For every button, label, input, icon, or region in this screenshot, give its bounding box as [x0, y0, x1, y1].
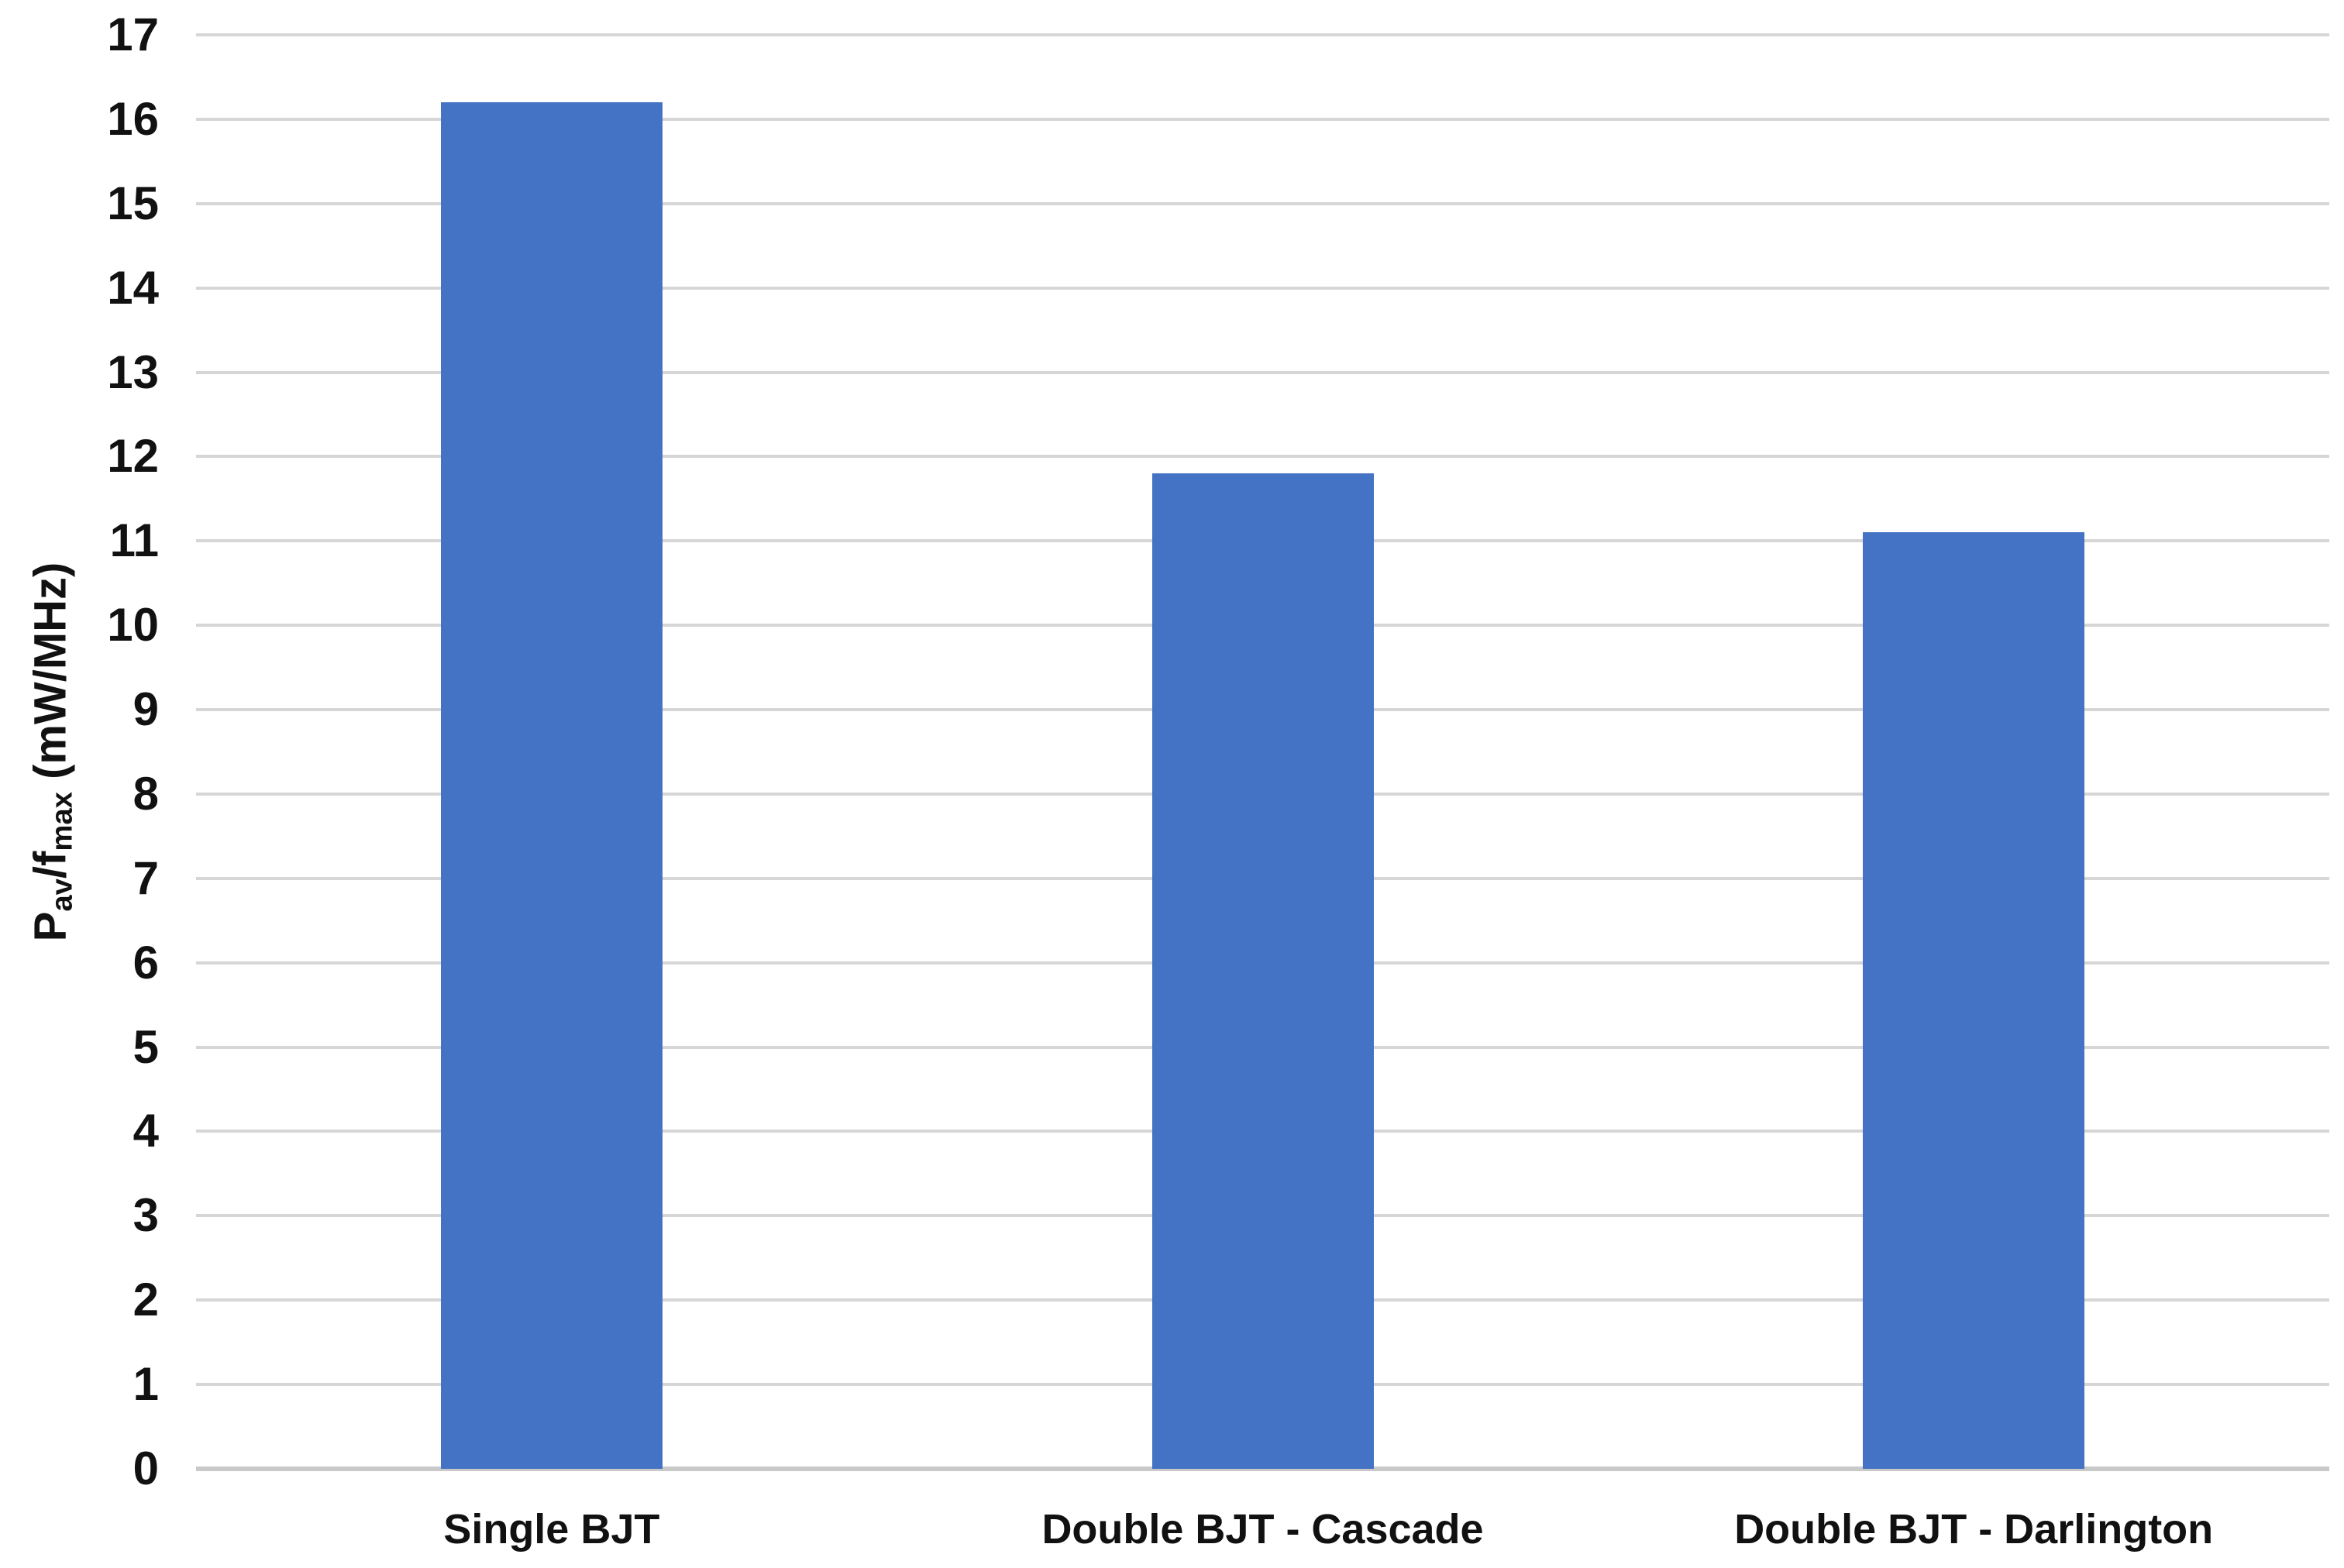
y-tick-label-13: 13 — [107, 346, 159, 398]
y-tick-label-3: 3 — [133, 1189, 159, 1242]
gridline-y-15 — [196, 201, 2329, 205]
y-tick-label-7: 7 — [133, 851, 159, 904]
y-tick-label-5: 5 — [133, 1020, 159, 1073]
x-axis-line — [196, 1467, 2329, 1471]
x-axis-label-double-bjt-darlington: Double BJT - Darlington — [1734, 1506, 2214, 1553]
x-axis-category-labels: Single BJT Double BJT - Cascade Double BJT… — [196, 1505, 2329, 1553]
y-tick-label-17: 17 — [107, 9, 159, 60]
gridline-y-17 — [196, 33, 2329, 36]
bar-double-bjt-cascade — [1151, 473, 1374, 1469]
bar-single-bjt — [440, 102, 663, 1469]
gridline-y-12 — [196, 455, 2329, 459]
y-tick-label-1: 1 — [133, 1358, 159, 1411]
plot-area — [196, 33, 2329, 1471]
bar-double-bjt-darlington — [1863, 532, 2085, 1469]
gridline-y-13 — [196, 370, 2329, 374]
x-axis-label-double-bjt-cascade: Double BJT - Cascade — [1041, 1506, 1484, 1553]
y-tick-label-14: 14 — [107, 261, 159, 314]
y-tick-label-12: 12 — [107, 430, 159, 483]
y-tick-label-2: 2 — [133, 1274, 159, 1326]
gridline-y-16 — [196, 117, 2329, 121]
y-tick-label-8: 8 — [133, 767, 159, 820]
y-tick-label-11: 11 — [109, 514, 159, 567]
y-tick-label-9: 9 — [133, 683, 159, 736]
y-tick-label-4: 4 — [133, 1105, 159, 1157]
y-tick-label-16: 16 — [107, 92, 159, 145]
gridline-y-14 — [196, 286, 2329, 290]
y-tick-label-15: 15 — [107, 177, 159, 229]
y-axis-tick-labels: 0 1 2 3 4 5 6 7 8 9 10 11 12 13 14 15 16 17 — [0, 12, 159, 1492]
y-tick-label-0: 0 — [133, 1442, 159, 1494]
x-axis-label-single-bjt: Single BJT — [443, 1506, 660, 1553]
y-tick-label-6: 6 — [133, 936, 159, 989]
y-tick-label-10: 10 — [107, 599, 159, 652]
